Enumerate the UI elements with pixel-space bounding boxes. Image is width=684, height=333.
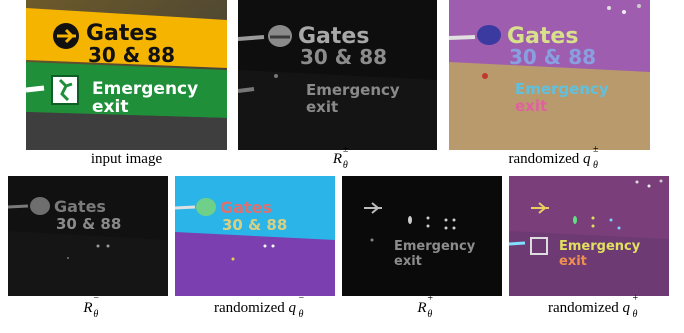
q-pm-image: Gates 30 & 88 Emergency exit: [449, 0, 650, 150]
input-image-photo: Gates 30 & 88 Emergency exit: [26, 0, 227, 150]
R-minus-text-gates: Gates: [54, 197, 106, 216]
sign-text-gates: Gates: [86, 21, 157, 46]
R-pm-text-numbers: 30 & 88: [300, 45, 387, 69]
q-plus-text-emergency: Emergency: [559, 239, 641, 254]
panel-R-pm: Gates 30 & 88 Emergency exit: [238, 0, 437, 150]
caption-R-minus: R − θ: [83, 293, 100, 320]
sign-text-emergency: Emergency: [92, 79, 198, 99]
caption-input-image: input image: [90, 151, 163, 167]
q-pm-text-gates: Gates: [507, 24, 578, 49]
R-plus-image: Emergency exit: [342, 176, 502, 296]
panel-input-image: Gates 30 & 88 Emergency exit: [26, 0, 227, 150]
q-minus-text-gates: Gates: [220, 198, 272, 217]
R-plus-text-emergency: Emergency: [394, 239, 476, 254]
R-minus-text-numbers: 30 & 88: [56, 215, 121, 233]
caption-q-minus: randomized q − θ: [213, 293, 305, 320]
q-plus-image: Emergency exit: [509, 176, 669, 296]
R-minus-image: Gates 30 & 88: [8, 176, 168, 296]
q-pm-text-emergency: Emergency: [515, 80, 609, 98]
R-pm-text-emergency: Emergency: [306, 81, 400, 99]
caption-q-pm: randomized q ± θ: [508, 144, 599, 171]
R-pm-text-gates: Gates: [298, 24, 369, 49]
caption-R-plus: R + θ: [417, 293, 434, 320]
R-pm-text-exit: exit: [306, 98, 338, 116]
panel-q-pm: Gates 30 & 88 Emergency exit: [449, 0, 650, 150]
sign-text-exit: exit: [92, 97, 128, 117]
caption-q-plus: randomized q + θ: [547, 293, 639, 320]
caption-R-pm: R ± θ: [332, 144, 349, 171]
panel-R-plus: Emergency exit: [342, 176, 502, 296]
q-minus-image: Gates 30 & 88: [175, 176, 335, 296]
panel-q-minus: Gates 30 & 88: [175, 176, 335, 296]
R-plus-text-exit: exit: [394, 254, 422, 269]
q-minus-text-numbers: 30 & 88: [222, 216, 287, 234]
sign-text-gate-numbers: 30 & 88: [88, 43, 175, 67]
R-pm-image: Gates 30 & 88 Emergency exit: [238, 0, 437, 150]
q-plus-text-exit: exit: [559, 254, 587, 269]
panel-R-minus: Gates 30 & 88: [8, 176, 168, 296]
panel-q-plus: Emergency exit: [509, 176, 669, 296]
q-pm-text-numbers: 30 & 88: [509, 45, 596, 69]
q-pm-text-exit: exit: [515, 97, 547, 115]
